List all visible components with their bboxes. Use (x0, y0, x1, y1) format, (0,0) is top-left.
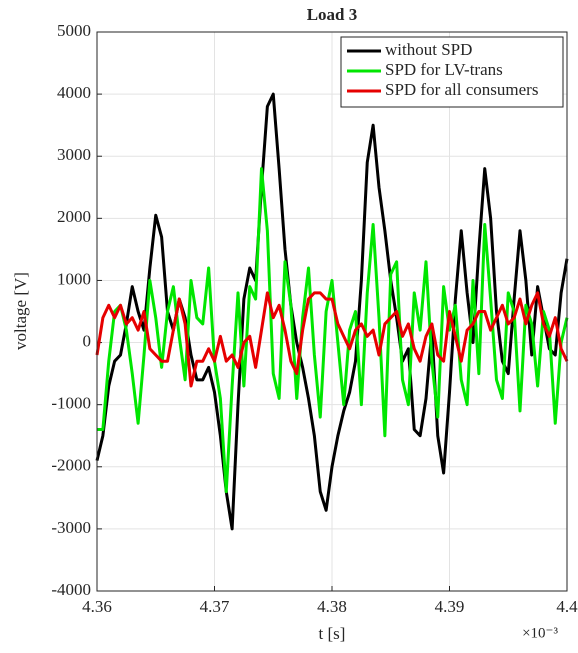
y-tick-label: 0 (83, 331, 92, 350)
series-line (95, 291, 569, 388)
legend-label: SPD for LV-trans (385, 60, 503, 79)
y-tick-label: -1000 (51, 394, 91, 413)
x-axis-label: t [s] (319, 624, 346, 643)
plot-frame (96, 31, 568, 592)
y-tick-label: 2000 (57, 207, 91, 226)
x-tick-label: 4.38 (317, 597, 347, 616)
y-tick-label: 4000 (57, 83, 91, 102)
legend-label: SPD for all consumers (385, 80, 538, 99)
chart-title: Load 3 (307, 5, 358, 24)
y-tick-label: -3000 (51, 518, 91, 537)
x-tick-label: 4.4 (556, 597, 578, 616)
x-tick-label: 4.36 (82, 597, 112, 616)
legend-label: without SPD (385, 40, 472, 59)
y-tick-label: 1000 (57, 269, 91, 288)
series-line (97, 167, 569, 494)
x-tick-label: 4.37 (200, 597, 230, 616)
y-tick-label: 5000 (57, 21, 91, 40)
y-tick-label: -4000 (51, 580, 91, 599)
x-tick-label: 4.39 (435, 597, 465, 616)
y-tick-label: 3000 (57, 145, 91, 164)
x-multiplier: ×10⁻³ (522, 625, 558, 641)
y-tick-label: -2000 (51, 456, 91, 475)
y-axis-label: voltage [V] (11, 272, 30, 350)
